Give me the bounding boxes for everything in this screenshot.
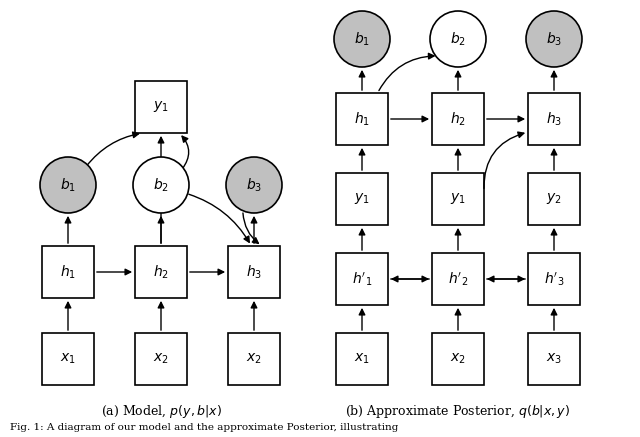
FancyBboxPatch shape [228, 246, 280, 298]
Text: (b) Approximate Posterior, $q(b|x, y)$: (b) Approximate Posterior, $q(b|x, y)$ [346, 403, 571, 420]
FancyBboxPatch shape [135, 246, 187, 298]
FancyBboxPatch shape [336, 253, 388, 305]
Text: $b_2$: $b_2$ [450, 30, 466, 48]
Text: Fig. 1: A diagram of our model and the approximate Posterior, illustrating: Fig. 1: A diagram of our model and the a… [10, 423, 398, 432]
Text: (a) Model, $p(y, b|x)$: (a) Model, $p(y, b|x)$ [100, 403, 221, 420]
FancyBboxPatch shape [336, 333, 388, 385]
FancyBboxPatch shape [432, 93, 484, 145]
Text: $h_2$: $h_2$ [450, 110, 466, 128]
Text: $x_2$: $x_2$ [246, 352, 262, 366]
Text: $x_1$: $x_1$ [354, 352, 370, 366]
Circle shape [430, 11, 486, 67]
Circle shape [526, 11, 582, 67]
Text: $x_2$: $x_2$ [450, 352, 466, 366]
Text: $y_1$: $y_1$ [153, 100, 169, 114]
Text: $y_2$: $y_2$ [546, 191, 562, 207]
Text: $h'_3$: $h'_3$ [544, 270, 564, 288]
Text: $b_3$: $b_3$ [246, 176, 262, 194]
Circle shape [40, 157, 96, 213]
Text: $h'_1$: $h'_1$ [352, 270, 372, 288]
Text: $x_3$: $x_3$ [546, 352, 562, 366]
Text: $y_1$: $y_1$ [450, 191, 466, 207]
Circle shape [334, 11, 390, 67]
FancyBboxPatch shape [228, 333, 280, 385]
FancyBboxPatch shape [528, 253, 580, 305]
Text: $b_1$: $b_1$ [354, 30, 370, 48]
Text: $h_3$: $h_3$ [246, 264, 262, 281]
FancyBboxPatch shape [42, 246, 94, 298]
FancyBboxPatch shape [432, 173, 484, 225]
Circle shape [226, 157, 282, 213]
Circle shape [133, 157, 189, 213]
Text: $x_1$: $x_1$ [60, 352, 76, 366]
Text: $b_3$: $b_3$ [546, 30, 562, 48]
FancyBboxPatch shape [528, 333, 580, 385]
FancyBboxPatch shape [135, 333, 187, 385]
Text: $h_2$: $h_2$ [153, 264, 169, 281]
FancyBboxPatch shape [432, 333, 484, 385]
Text: $h_1$: $h_1$ [354, 110, 370, 128]
FancyBboxPatch shape [432, 253, 484, 305]
FancyBboxPatch shape [42, 333, 94, 385]
Text: $y_1$: $y_1$ [354, 191, 370, 207]
FancyBboxPatch shape [135, 81, 187, 133]
FancyBboxPatch shape [528, 93, 580, 145]
Text: $h_1$: $h_1$ [60, 264, 76, 281]
FancyBboxPatch shape [336, 93, 388, 145]
Text: $h_3$: $h_3$ [546, 110, 562, 128]
Text: $x_2$: $x_2$ [153, 352, 169, 366]
FancyBboxPatch shape [336, 173, 388, 225]
Text: $b_2$: $b_2$ [153, 176, 169, 194]
Text: $h'_2$: $h'_2$ [448, 270, 468, 288]
FancyBboxPatch shape [528, 173, 580, 225]
Text: $b_1$: $b_1$ [60, 176, 76, 194]
